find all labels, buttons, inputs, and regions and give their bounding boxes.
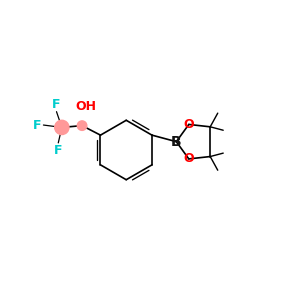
Text: F: F <box>54 144 62 157</box>
Text: F: F <box>33 118 42 131</box>
Circle shape <box>77 121 87 130</box>
Circle shape <box>55 120 69 134</box>
Text: O: O <box>184 152 194 165</box>
Text: O: O <box>184 118 194 131</box>
Text: F: F <box>52 98 61 111</box>
Text: OH: OH <box>76 100 97 112</box>
Text: B: B <box>171 135 181 149</box>
